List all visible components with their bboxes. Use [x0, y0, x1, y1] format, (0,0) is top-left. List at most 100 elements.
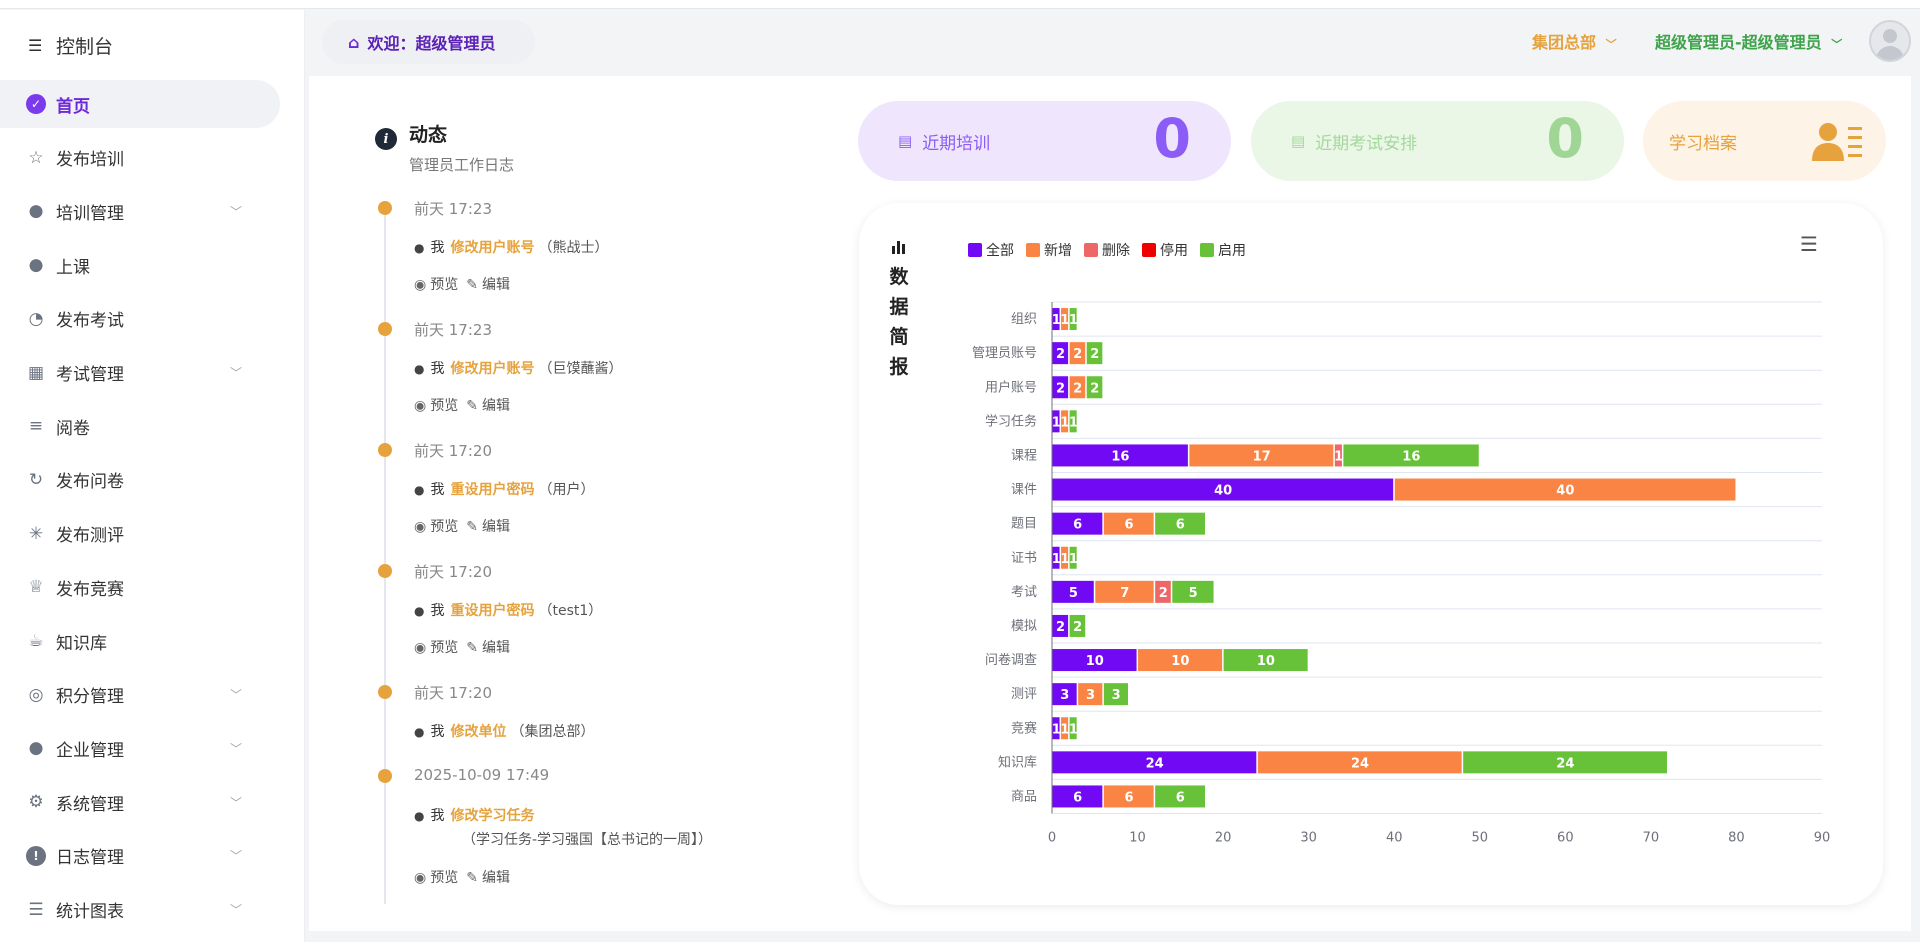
- sidebar-title-label: 控制台: [56, 36, 114, 58]
- legend-item[interactable]: 全部: [968, 240, 1014, 260]
- sidebar-item[interactable]: ● 企业管理 ﹀: [0, 724, 280, 772]
- sidebar-item-label: 发布考试: [56, 311, 124, 332]
- chevron-down-icon: ﹀: [230, 903, 243, 917]
- bar-segment: [1052, 342, 1069, 365]
- legend-swatch: [1026, 243, 1040, 257]
- y-category-label: 用户账号: [985, 379, 1037, 395]
- sidebar-item[interactable]: ☕ 知识库: [0, 617, 280, 665]
- preview-button[interactable]: ◉ 预览: [414, 867, 458, 887]
- bar-segment: [1069, 614, 1086, 637]
- exam-icon: ◔: [28, 308, 44, 329]
- legend-item[interactable]: 停用: [1142, 240, 1188, 260]
- chevron-down-icon: ﹀: [230, 204, 243, 219]
- preview-button[interactable]: ◉ 预览: [414, 637, 458, 657]
- clipboard-icon: ▦: [27, 362, 45, 383]
- timeline-time: 2025-10-09 17:49: [414, 766, 550, 784]
- timeline-actor: 我: [430, 482, 445, 498]
- data-brief-char: 报: [889, 356, 909, 378]
- timeline-action-name[interactable]: 重设用户密码: [450, 482, 535, 498]
- edit-button[interactable]: ✎ 编辑: [466, 274, 510, 294]
- timeline-action-name[interactable]: 修改用户账号: [450, 240, 535, 256]
- bar-segment: [1052, 785, 1103, 808]
- timeline-dot: [378, 769, 392, 783]
- edit-button[interactable]: ✎ 编辑: [466, 395, 510, 415]
- sidebar-item[interactable]: ↻ 发布问卷: [0, 456, 280, 504]
- preview-button[interactable]: ◉ 预览: [414, 395, 458, 415]
- sidebar-item[interactable]: ● 上课: [0, 241, 280, 289]
- chart-menu-icon[interactable]: ☰: [1800, 232, 1818, 256]
- bar-data-label: 1: [1060, 313, 1069, 328]
- bar-segment: [1103, 683, 1128, 706]
- sidebar-title[interactable]: ☰ 控制台: [28, 32, 113, 59]
- recent-exam-card[interactable]: ▤ 近期考试安排 0: [1251, 101, 1624, 181]
- bar-data-label: 1: [1069, 313, 1078, 328]
- timeline-detail: （用户）: [538, 482, 595, 498]
- user-list-icon: [1812, 123, 1862, 161]
- y-category-label: 考试: [1011, 585, 1037, 600]
- sidebar-item[interactable]: ♕ 发布竞赛: [0, 563, 280, 611]
- study-archive-card[interactable]: 学习档案: [1643, 101, 1886, 181]
- y-category-label: 知识库: [998, 754, 1037, 770]
- org-dropdown[interactable]: 集团总部 ﹀: [1532, 29, 1617, 53]
- avatar[interactable]: [1869, 20, 1911, 62]
- bar-segment: [1189, 444, 1334, 467]
- sidebar-item[interactable]: ◎ 积分管理 ﹀: [0, 671, 280, 719]
- sidebar-item[interactable]: ≡ 阅卷: [0, 402, 280, 450]
- sidebar-item[interactable]: ✳ 发布测评: [0, 510, 280, 558]
- bar-segment: [1223, 649, 1308, 672]
- sidebar-item[interactable]: ⚙ 系统管理 ﹀: [0, 778, 280, 826]
- menu-fold-icon[interactable]: ☰: [28, 36, 43, 55]
- user-icon: ●: [414, 483, 425, 497]
- sidebar-item[interactable]: ☆ 发布培训: [0, 134, 280, 182]
- y-category-label: 管理员账号: [972, 346, 1037, 361]
- sidebar-item-label: 阅卷: [56, 418, 90, 439]
- timeline-dot: [378, 685, 392, 699]
- bar-segment: [1052, 444, 1188, 467]
- recent-exam-label: 近期考试安排: [1315, 133, 1418, 154]
- edit-button[interactable]: ✎ 编辑: [466, 637, 510, 657]
- legend-item[interactable]: 启用: [1200, 240, 1246, 260]
- x-tick-label: 80: [1728, 831, 1745, 846]
- bar-data-label: 17: [1253, 449, 1271, 464]
- sliders-icon: ☰: [28, 899, 44, 920]
- sidebar-item[interactable]: ☰ 统计图表 ﹀: [0, 886, 280, 934]
- timeline-dot: [378, 443, 392, 457]
- recent-training-card[interactable]: ▤ 近期培训 0: [858, 101, 1231, 181]
- check-circle-icon: ✓: [26, 94, 46, 114]
- bar-segment: [1343, 444, 1479, 467]
- timeline-action-name[interactable]: 修改用户账号: [450, 361, 535, 377]
- sidebar-item[interactable]: ✓ 首页: [0, 80, 280, 128]
- legend-item[interactable]: 新增: [1026, 240, 1072, 260]
- timeline-action-name[interactable]: 修改学习任务: [450, 808, 535, 824]
- sidebar-item-label: 发布竞赛: [56, 579, 124, 600]
- timeline-action: ● 我修改单位 （集团总部）: [414, 721, 594, 741]
- sidebar-item[interactable]: ◔ 发布考试: [0, 295, 280, 343]
- chevron-down-icon: ﹀: [230, 795, 243, 810]
- bar-data-label: 5: [1189, 586, 1198, 601]
- preview-button[interactable]: ◉ 预览: [414, 516, 458, 536]
- preview-button[interactable]: ◉ 预览: [414, 274, 458, 294]
- sidebar-item[interactable]: ● 培训管理 ﹀: [0, 187, 280, 235]
- sidebar-item[interactable]: ▦ 考试管理 ﹀: [0, 349, 280, 397]
- timeline-action-name[interactable]: 重设用户密码: [450, 603, 535, 619]
- bar-segment: [1061, 308, 1069, 331]
- bar-segment: [1052, 410, 1060, 433]
- edit-button[interactable]: ✎ 编辑: [466, 867, 510, 887]
- bar-segment: [1155, 785, 1205, 808]
- x-tick-label: 30: [1300, 831, 1317, 846]
- pencil-icon: ✎: [466, 277, 478, 293]
- edit-button[interactable]: ✎ 编辑: [466, 516, 510, 536]
- timeline-actor: 我: [430, 724, 445, 740]
- sidebar-item[interactable]: ! 日志管理 ﹀: [0, 832, 280, 880]
- user-dropdown[interactable]: 超级管理员-超级管理员 ﹀: [1655, 29, 1842, 53]
- bar-data-label: 1: [1060, 722, 1069, 737]
- bar-segment: [1069, 342, 1086, 365]
- bar-data-label: 6: [1124, 790, 1133, 805]
- bar-data-label: 1: [1069, 415, 1078, 430]
- timeline-action-name[interactable]: 修改单位: [450, 724, 507, 740]
- bar-data-label: 10: [1257, 654, 1275, 669]
- legend-item[interactable]: 删除: [1084, 240, 1130, 260]
- bar-segment: [1155, 512, 1205, 535]
- bar-segment: [1061, 410, 1069, 433]
- user-icon: ●: [28, 201, 44, 222]
